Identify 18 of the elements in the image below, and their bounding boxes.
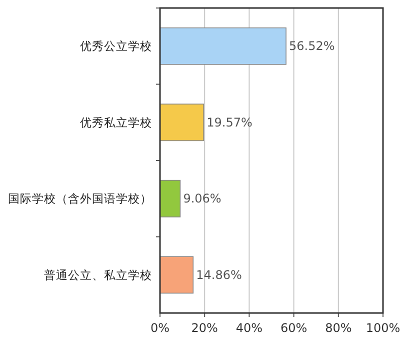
bar [160, 27, 286, 65]
data-label: 9.06% [183, 192, 222, 206]
bar [160, 180, 181, 218]
bar [160, 104, 204, 142]
bar [160, 256, 194, 294]
x-tick-label: 20% [191, 321, 218, 335]
data-label: 14.86% [196, 268, 242, 282]
x-tick-label: 100% [366, 321, 400, 335]
y-tick-label: 普通公立、私立学校 [44, 268, 152, 282]
x-tick-label: 0% [150, 321, 170, 335]
y-tick-label: 优秀公立学校 [80, 39, 152, 54]
x-tick-label: 80% [325, 321, 352, 335]
x-tick-label: 60% [280, 321, 308, 335]
y-tick-label: 国际学校（含外国语学校） [8, 192, 152, 206]
data-label: 19.57% [206, 115, 252, 130]
x-tick-label: 40% [236, 321, 263, 335]
data-label: 56.52% [289, 39, 335, 54]
y-tick-label: 优秀私立学校 [80, 115, 152, 130]
